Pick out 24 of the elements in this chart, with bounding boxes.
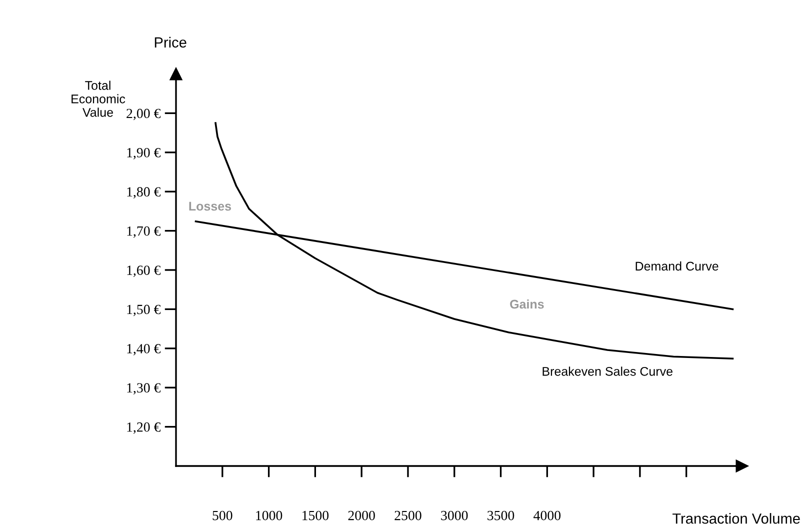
series-label: Breakeven Sales Curve bbox=[542, 366, 672, 376]
x-tick-label: 1000 bbox=[256, 510, 282, 520]
x-tick-label: 2500 bbox=[394, 510, 422, 520]
text: Total Economic Value bbox=[72, 80, 126, 117]
annotation: Losses bbox=[189, 202, 231, 211]
y-tick-label: 1,20 € bbox=[127, 422, 161, 434]
x-tick-label: 4000 bbox=[534, 510, 561, 520]
x-tick-label: 2000 bbox=[348, 510, 375, 520]
x-tick-label: 3500 bbox=[488, 510, 514, 520]
x-axis-title: Transaction Volume bbox=[672, 513, 800, 524]
y-tick-label: 2,00 € bbox=[126, 108, 161, 120]
y-tick-label: 1,70 € bbox=[127, 226, 161, 238]
x-tick-label: 500 bbox=[212, 510, 232, 520]
annotation: Gains bbox=[510, 299, 544, 309]
y-tick-label: 1,60 € bbox=[127, 266, 161, 277]
y-tick-label: 1,80 € bbox=[127, 187, 161, 199]
series-label: Demand Curve bbox=[636, 261, 718, 271]
y-tick-label: 1,40 € bbox=[127, 344, 161, 356]
y-tick-label: 1,90 € bbox=[127, 148, 161, 160]
x-tick-label: 3000 bbox=[441, 510, 468, 520]
y-axis-title: Price bbox=[154, 36, 186, 48]
y-tick-label: 1,50 € bbox=[127, 304, 161, 316]
x-tick-label: 1500 bbox=[302, 510, 329, 520]
y-tick-label: 1,30 € bbox=[127, 383, 161, 395]
